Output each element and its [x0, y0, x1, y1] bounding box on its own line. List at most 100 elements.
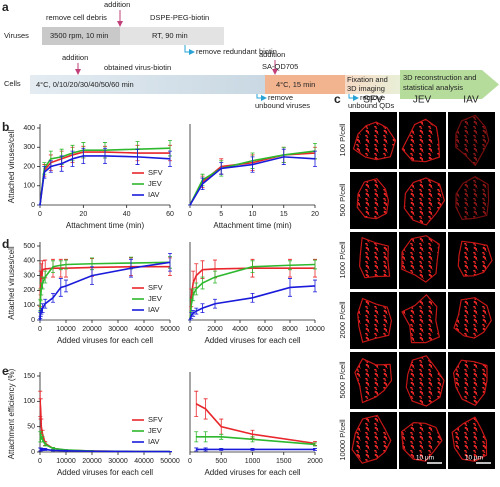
series-line [39, 265, 170, 321]
x-tick-label: 20 [311, 211, 319, 218]
cell [452, 359, 488, 406]
column-header: SFV [363, 95, 383, 106]
series-line [39, 155, 171, 206]
workflow: addition remove cell debris DSPE-PEG-bio… [4, 0, 499, 110]
x-axis-label: Added viruses for each cell [57, 336, 153, 345]
row-label: 1000 P/cell [338, 241, 347, 278]
step-box [120, 27, 224, 45]
y-tick-label: 0 [31, 317, 35, 324]
legend-label: JEV [148, 426, 162, 435]
x-tick-label: 0 [188, 458, 192, 465]
cell [401, 422, 443, 462]
y-tick-label: 400 [23, 125, 35, 132]
row-label: 10000 P/cell [338, 419, 347, 461]
legend-label: JEV [148, 179, 162, 188]
x-tick-label: 50000 [160, 326, 180, 333]
cell [405, 355, 445, 407]
label: remove [268, 93, 293, 102]
cell [403, 177, 445, 226]
step-box [42, 27, 120, 45]
legend-label: SFV [148, 168, 163, 177]
x-tick-label: 40000 [134, 458, 154, 465]
x-tick-label: 10 [249, 211, 257, 218]
label: remove redundant biotin [196, 47, 277, 56]
x-axis-label: Added viruses for each cell [57, 468, 153, 477]
arrow [184, 45, 195, 55]
y-tick-label: 400 [23, 258, 35, 265]
y-tick-label: 0 [31, 449, 35, 456]
label: RT, 90 min [152, 31, 188, 40]
x-tick-label: 2000 [207, 326, 223, 333]
cell [451, 416, 488, 462]
cell [455, 114, 490, 167]
label: statistical analysis [403, 83, 463, 92]
x-tick-label: 1000 [245, 458, 261, 465]
y-tick-label: 150 [23, 373, 35, 380]
row-label: 5000 P/cell [338, 361, 347, 398]
scale-bar-label: 10 μm [465, 455, 483, 462]
label: remove cell debris [46, 13, 107, 22]
micrographs: SFV JEV IAV 100 P/cell 500 P/cell 1000 P/cell… [338, 95, 495, 469]
step-arrow [400, 70, 499, 99]
cell [455, 176, 490, 220]
row-label: 100 P/cell [338, 123, 347, 156]
x-tick-label: 6000 [257, 326, 273, 333]
cell [401, 118, 441, 163]
x-axis-label: Attachment time (min) [66, 221, 145, 230]
arrow [348, 94, 359, 101]
label: addition [104, 0, 130, 9]
label: SA-QD705 [262, 62, 298, 71]
x-tick-label: 0 [38, 458, 42, 465]
y-tick-label: 100 [23, 183, 35, 190]
legend-label: JEV [148, 294, 162, 303]
label: 4°C, 0/10/20/30/40/50/60 min [36, 80, 134, 89]
y-tick-label: 500 [23, 243, 35, 250]
cell [351, 414, 392, 464]
panel-label: a [2, 0, 9, 14]
cell [356, 178, 389, 220]
label: remove [360, 93, 385, 102]
x-tick-label: 10000 [305, 326, 325, 333]
y-axis-label: Attached viruses/cell [7, 130, 16, 204]
cell [401, 294, 440, 344]
panel-label: d [2, 237, 9, 251]
x-tick-label: 10000 [56, 458, 76, 465]
x-tick-label: 40 [123, 211, 131, 218]
panel-label: e [2, 364, 9, 378]
x-tick-label: 30000 [108, 458, 128, 465]
step-box [265, 75, 345, 94]
label: 3D imaging [347, 84, 385, 93]
column-header: JEV [413, 95, 432, 106]
error-bar [194, 390, 199, 417]
label: obtained virus-biotin [104, 63, 171, 72]
series-line [39, 261, 171, 321]
cell [401, 235, 440, 283]
y-tick-label: 300 [23, 272, 35, 279]
x-tick-label: 50000 [160, 458, 180, 465]
y-axis-label: Attached viruses/cell [7, 246, 16, 320]
x-tick-label: 0 [188, 211, 192, 218]
y-tick-label: 300 [23, 144, 35, 151]
x-tick-label: 1500 [276, 458, 292, 465]
x-tick-label: 0 [38, 211, 42, 218]
x-tick-label: 0 [38, 326, 42, 333]
label: DSPE-PEG-biotin [150, 13, 209, 22]
x-axis-label: Added viruses for each cell [204, 336, 300, 345]
x-tick-label: 20000 [82, 326, 102, 333]
series-line [189, 150, 316, 206]
label: addition [62, 53, 88, 62]
legend-label: IAV [148, 305, 160, 314]
x-tick-label: 4000 [232, 326, 248, 333]
legend-label: SFV [148, 415, 163, 424]
y-tick-label: 100 [23, 398, 35, 405]
step-box [30, 75, 265, 94]
series-line [189, 263, 316, 321]
row-label: 500 P/cell [338, 183, 347, 216]
series-line [40, 448, 171, 453]
label: unbound viruses [255, 101, 310, 110]
series-line [39, 261, 171, 321]
cell [457, 240, 493, 277]
column-header: IAV [463, 95, 479, 106]
label: 3500 rpm, 10 min [50, 31, 108, 40]
